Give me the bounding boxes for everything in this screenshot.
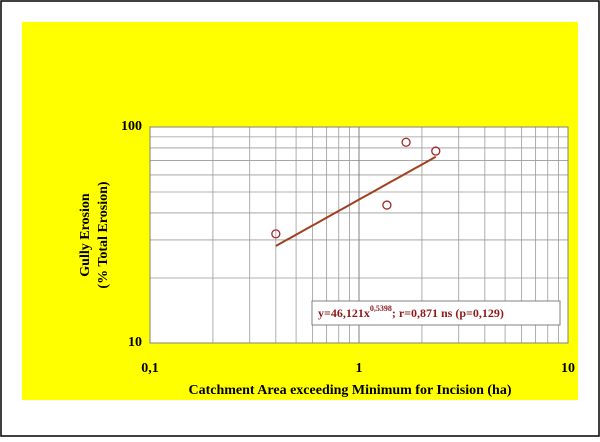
y-tick-label: 100 <box>121 119 142 134</box>
data-point <box>382 200 392 210</box>
x-tick-label: 0,1 <box>141 361 159 376</box>
annotation-part: 0,5398 <box>370 304 392 313</box>
x-tick-label: 1 <box>356 361 363 376</box>
x-tick-label: 10 <box>561 361 575 376</box>
data-point <box>431 146 441 156</box>
trendline <box>275 155 437 247</box>
data-point <box>271 229 281 239</box>
annotation-part: ; r=0,871 ns (p=0,129) <box>392 306 504 320</box>
annotation: y=46,121x0,5398; r=0,871 ns (p=0,129) <box>318 304 504 320</box>
annotation-part: y=46,121x <box>318 306 370 320</box>
y-tick-label: 10 <box>128 335 142 350</box>
y-axis-label: (% Total Erosion) <box>96 181 111 288</box>
x-axis-label: Catchment Area exceeding Minimum for Inc… <box>188 383 511 398</box>
data-point <box>401 137 411 147</box>
y-axis-label: Gully Erosion <box>78 193 93 277</box>
annotation-box <box>311 300 561 326</box>
